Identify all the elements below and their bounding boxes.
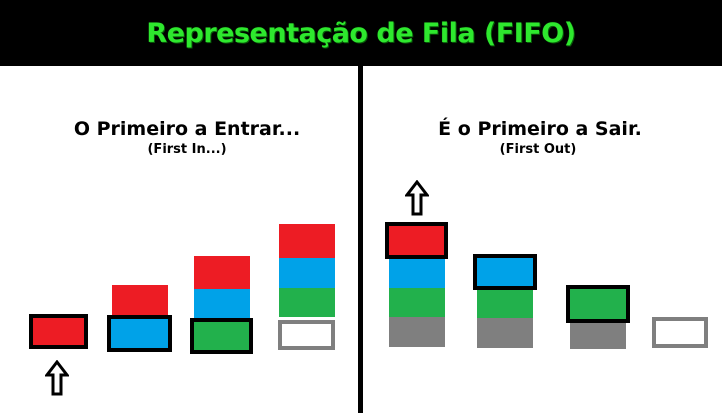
up-arrow-icon	[45, 360, 69, 396]
queue-stage4-empty-slot	[278, 320, 335, 350]
dequeue-stage4-empty-slot	[652, 317, 708, 348]
right-panel-title: É o Primeiro a Sair.	[438, 118, 642, 140]
queue-stage4-blue-block	[279, 258, 335, 288]
dequeue-stage3-gray-block	[570, 323, 626, 349]
dequeue-stage1-red-block	[385, 222, 448, 259]
up-arrow-icon	[405, 180, 429, 216]
dequeue-stage3-green-block	[566, 285, 630, 323]
dequeue-stage2-green-block	[477, 290, 533, 318]
dequeue-stage2-gray-block	[477, 318, 533, 348]
queue-stage3-blue-block	[194, 289, 250, 319]
dequeue-stage2-blue-block	[473, 254, 537, 290]
right-panel-subtitle: (First Out)	[499, 142, 577, 157]
queue-stage2-blue-block	[107, 315, 172, 352]
queue-stage4-red-block	[279, 224, 335, 258]
dequeue-stage1-gray-block	[389, 317, 445, 347]
left-panel-title: O Primeiro a Entrar...	[73, 118, 301, 140]
queue-stage2-red-block	[112, 285, 168, 317]
left-panel-subtitle: (First In...)	[147, 142, 227, 157]
queue-stage4-green-block	[279, 288, 335, 317]
header-bar: Representação de Fila (FIFO)	[0, 0, 722, 66]
queue-stage3-green-block	[190, 318, 253, 354]
dequeue-stage1-blue-block	[389, 259, 445, 288]
diagram-title: Representação de Fila (FIFO)	[146, 17, 576, 49]
dequeue-stage1-green-block	[389, 288, 445, 317]
panel-divider	[358, 66, 363, 413]
queue-stage3-red-block	[194, 256, 250, 289]
queue-stage1-red-block	[29, 314, 88, 349]
